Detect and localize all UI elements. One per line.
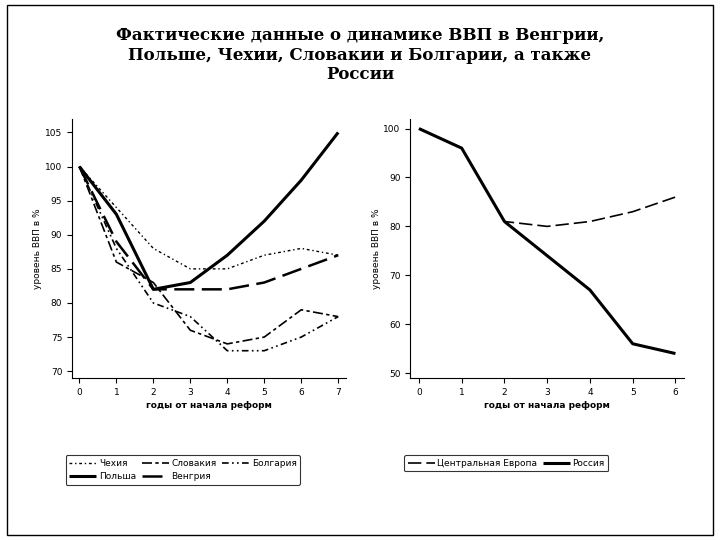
Болгария xyxy=(260,347,269,354)
Legend: Центральная Европа, Россия: Центральная Европа, Россия xyxy=(404,455,608,471)
Болгария xyxy=(297,334,305,340)
Чехия xyxy=(260,252,269,259)
Словакия xyxy=(149,279,158,286)
Центральная Европа xyxy=(543,223,552,230)
Болгария xyxy=(334,313,343,320)
X-axis label: годы от начала реформ: годы от начала реформ xyxy=(485,401,610,410)
Центральная Европа xyxy=(415,125,423,132)
Венгрия xyxy=(223,286,232,293)
Legend: Чехия, Польша, Словакия, Венгрия, Болгария: Чехия, Польша, Словакия, Венгрия, Болгар… xyxy=(66,455,300,485)
Line: Болгария: Болгария xyxy=(79,166,338,350)
Венгрия xyxy=(334,252,343,259)
Венгрия xyxy=(186,286,194,293)
Болгария xyxy=(75,163,84,170)
Россия xyxy=(415,125,423,132)
Болгария xyxy=(149,300,158,306)
Словакия xyxy=(334,313,343,320)
Словакия xyxy=(112,259,121,265)
Словакия xyxy=(75,163,84,170)
Россия xyxy=(671,350,680,357)
Венгрия xyxy=(260,279,269,286)
Центральная Европа xyxy=(457,145,466,151)
Чехия xyxy=(149,245,158,252)
Центральная Европа xyxy=(671,194,680,200)
Польша xyxy=(260,218,269,224)
Венгрия xyxy=(112,238,121,245)
Line: Венгрия: Венгрия xyxy=(79,166,338,289)
Чехия xyxy=(334,252,343,259)
Чехия xyxy=(297,245,305,252)
Y-axis label: уровень ВВП в %: уровень ВВП в % xyxy=(372,208,381,289)
Центральная Европа xyxy=(500,218,509,225)
Чехия xyxy=(112,204,121,211)
Чехия xyxy=(75,163,84,170)
Россия xyxy=(500,218,509,225)
Болгария xyxy=(223,347,232,354)
Россия xyxy=(457,145,466,151)
Центральная Европа xyxy=(629,208,637,215)
Венгрия xyxy=(297,266,305,272)
Польша xyxy=(186,279,194,286)
Line: Центральная Европа: Центральная Европа xyxy=(419,129,675,226)
Болгария xyxy=(112,245,121,252)
Венгрия xyxy=(149,286,158,293)
Болгария xyxy=(186,313,194,320)
Line: Польша: Польша xyxy=(79,132,338,289)
Польша xyxy=(297,177,305,184)
X-axis label: годы от начала реформ: годы от начала реформ xyxy=(146,401,271,410)
Text: Фактические данные о динамике ВВП в Венгрии,
Польше, Чехии, Словакии и Болгарии,: Фактические данные о динамике ВВП в Венг… xyxy=(116,27,604,83)
Россия xyxy=(585,287,594,293)
Польша xyxy=(334,129,343,136)
Чехия xyxy=(186,266,194,272)
Line: Словакия: Словакия xyxy=(79,166,338,344)
Y-axis label: уровень ВВП в %: уровень ВВП в % xyxy=(33,208,42,289)
Россия xyxy=(543,253,552,259)
Словакия xyxy=(260,334,269,340)
Польша xyxy=(112,211,121,218)
Россия xyxy=(629,341,637,347)
Польша xyxy=(223,252,232,259)
Венгрия xyxy=(75,163,84,170)
Словакия xyxy=(186,327,194,334)
Словакия xyxy=(297,307,305,313)
Чехия xyxy=(223,266,232,272)
Польша xyxy=(149,286,158,293)
Line: Чехия: Чехия xyxy=(79,166,338,269)
Словакия xyxy=(223,341,232,347)
Центральная Европа xyxy=(585,218,594,225)
Польша xyxy=(75,163,84,170)
Line: Россия: Россия xyxy=(419,129,675,354)
